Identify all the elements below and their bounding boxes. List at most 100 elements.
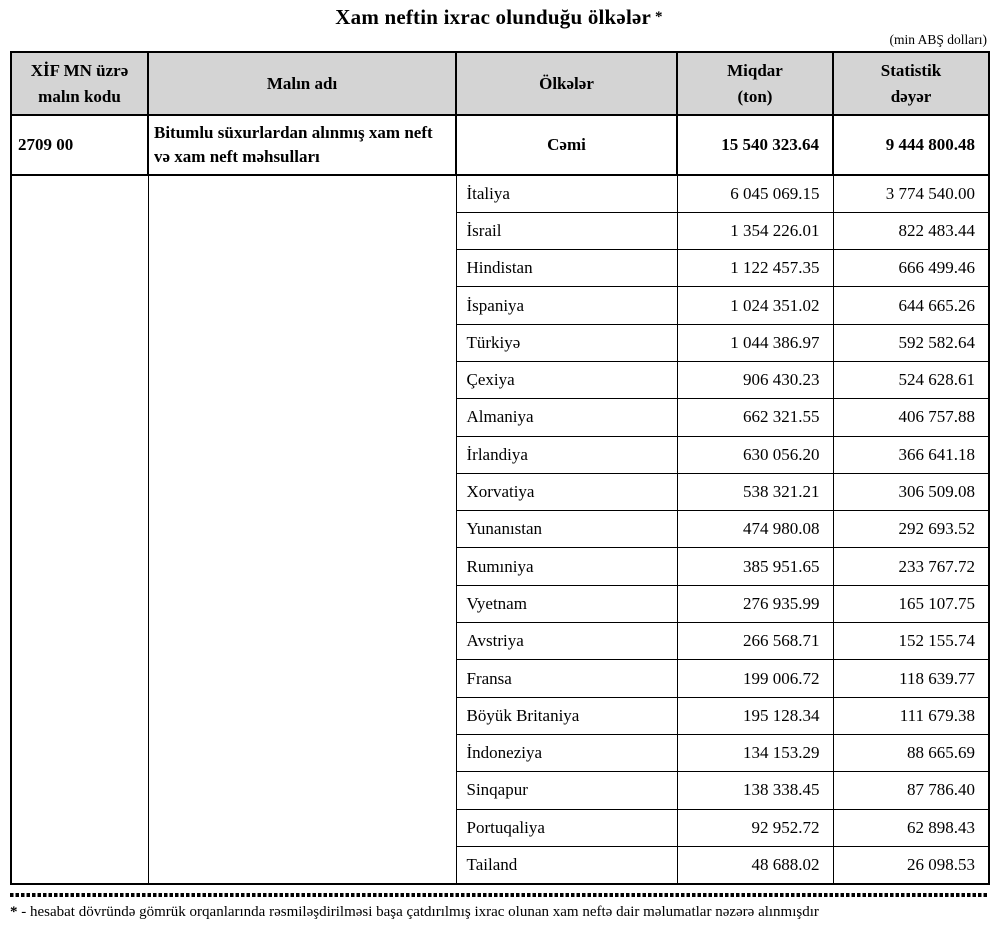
country-rows: İtaliya 6 045 069.15 3 774 540.00 İsrail 1 3…: [10, 174, 990, 885]
page-title: Xam neftin ixrac olunduğu ölkələr *: [10, 5, 988, 30]
country-cell: İtaliya: [455, 174, 678, 213]
value-cell: 152 155.74: [832, 622, 990, 661]
column-header-code-line1: XİF MN üzrə: [30, 61, 129, 80]
table-row: Vyetnam 276 935.99 165 107.75: [11, 584, 990, 624]
country-cell: Sinqapur: [455, 771, 678, 810]
country-cell: Böyük Britaniya: [455, 696, 678, 735]
country-cell: İndoneziya: [455, 733, 678, 773]
product-code-cell: 2709 00: [10, 114, 149, 176]
value-cell: 88 665.69: [832, 733, 990, 773]
footnote: * - hesabat dövründə gömrük orqanlarında…: [10, 904, 988, 921]
quantity-cell: 1 354 226.01: [676, 211, 834, 251]
country-cell: Rumıniya: [455, 547, 678, 586]
quantity-cell: 906 430.23: [676, 360, 834, 400]
country-cell: Hindistan: [455, 249, 678, 288]
table-row: Tailand 48 688.02 26 098.53: [11, 845, 990, 885]
quantity-cell: 138 338.45: [676, 771, 834, 810]
value-cell: 62 898.43: [832, 808, 990, 847]
column-header-quantity-line1: Miqdar: [727, 61, 783, 80]
column-header-countries: Ölkələr: [455, 51, 678, 116]
empty-product-cell: [147, 174, 457, 885]
country-cell: Xorvatiya: [455, 472, 678, 512]
table-row: Sinqapur 138 338.45 87 786.40: [11, 771, 990, 810]
value-cell: 644 665.26: [832, 286, 990, 325]
value-cell: 111 679.38: [832, 696, 990, 735]
total-section: 2709 00 Bitumlu süxurlardan alınmış xam …: [10, 114, 990, 176]
value-cell: 592 582.64: [832, 323, 990, 362]
quantity-cell: 92 952.72: [676, 808, 834, 847]
quantity-cell: 199 006.72: [676, 659, 834, 698]
footnote-marker: *: [10, 903, 18, 920]
total-quantity-cell: 15 540 323.64: [676, 114, 834, 176]
country-cell: Türkiyə: [455, 323, 678, 362]
quantity-cell: 474 980.08: [676, 510, 834, 549]
country-cell: Yunanıstan: [455, 510, 678, 549]
table-row: Xorvatiya 538 321.21 306 509.08: [11, 472, 990, 512]
column-header-value-line1: Statistik: [880, 61, 942, 80]
value-cell: 406 757.88: [832, 398, 990, 437]
country-cell: Vyetnam: [455, 584, 678, 624]
column-header-code-line2: malın kodu: [38, 86, 121, 106]
total-label-cell: Cəmi: [455, 114, 678, 176]
quantity-cell: 385 951.65: [676, 547, 834, 586]
quantity-cell: 276 935.99: [676, 584, 834, 624]
country-cell: Almaniya: [455, 398, 678, 437]
total-row: 2709 00 Bitumlu süxurlardan alınmış xam …: [10, 114, 990, 176]
column-header-value: Statistik dəyər: [832, 51, 990, 116]
column-header-product-name: Malın adı: [147, 51, 457, 116]
country-cell: Tailand: [455, 845, 678, 885]
column-header-quantity: Miqdar (ton): [676, 51, 834, 116]
country-cell: İrlandiya: [455, 435, 678, 474]
quantity-cell: 6 045 069.15: [676, 174, 834, 213]
table-header: XİF MN üzrə malın kodu Malın adı Ölkələr…: [10, 51, 990, 116]
table-row: Rumıniya 385 951.65 233 767.72: [11, 547, 990, 586]
value-cell: 524 628.61: [832, 360, 990, 400]
value-cell: 666 499.46: [832, 249, 990, 288]
page-title-text: Xam neftin ixrac olunduğu ölkələr: [335, 5, 652, 29]
dashed-separator: [10, 892, 988, 897]
quantity-cell: 538 321.21: [676, 472, 834, 512]
table-row: Hindistan 1 122 457.35 666 499.46: [11, 249, 990, 288]
table-row: İndoneziya 134 153.29 88 665.69: [11, 733, 990, 773]
table-row: Türkiyə 1 044 386.97 592 582.64: [11, 323, 990, 362]
quantity-cell: 134 153.29: [676, 733, 834, 773]
column-header-quantity-line2: (ton): [737, 86, 773, 106]
quantity-cell: 266 568.71: [676, 622, 834, 661]
quantity-cell: 1 024 351.02: [676, 286, 834, 325]
value-cell: 87 786.40: [832, 771, 990, 810]
quantity-cell: 48 688.02: [676, 845, 834, 885]
empty-code-cell: [10, 174, 149, 885]
table-row: Yunanıstan 474 980.08 292 693.52: [11, 510, 990, 549]
table-row: İspaniya 1 024 351.02 644 665.26: [11, 286, 990, 325]
table-row: Çexiya 906 430.23 524 628.61: [11, 360, 990, 400]
unit-note: (min ABŞ dolları): [889, 32, 988, 47]
value-cell: 233 767.72: [832, 547, 990, 586]
header-row: XİF MN üzrə malın kodu Malın adı Ölkələr…: [10, 51, 990, 116]
table-row: İsrail 1 354 226.01 822 483.44: [11, 211, 990, 251]
country-cell: Çexiya: [455, 360, 678, 400]
quantity-cell: 630 056.20: [676, 435, 834, 474]
table-row: Almaniya 662 321.55 406 757.88: [11, 398, 990, 437]
table-row: İtaliya 6 045 069.15 3 774 540.00: [10, 174, 990, 885]
value-cell: 165 107.75: [832, 584, 990, 624]
quantity-cell: 662 321.55: [676, 398, 834, 437]
country-cell: Fransa: [455, 659, 678, 698]
quantity-cell: 1 122 457.35: [676, 249, 834, 288]
quantity-cell: 195 128.34: [676, 696, 834, 735]
value-cell: 292 693.52: [832, 510, 990, 549]
table-row: İrlandiya 630 056.20 366 641.18: [11, 435, 990, 474]
country-cell: İsrail: [455, 211, 678, 251]
value-cell: 26 098.53: [832, 845, 990, 885]
title-footnote-marker: *: [655, 9, 663, 25]
product-name-cell: Bitumlu süxurlardan alınmış xam neft və …: [147, 114, 457, 176]
exports-table: XİF MN üzrə malın kodu Malın adı Ölkələr…: [10, 51, 990, 885]
footnote-text: - hesabat dövründə gömrük orqanlarında r…: [21, 903, 819, 920]
value-cell: 3 774 540.00: [832, 174, 990, 213]
value-cell: 306 509.08: [832, 472, 990, 512]
value-cell: 366 641.18: [832, 435, 990, 474]
column-header-code: XİF MN üzrə malın kodu: [10, 51, 149, 116]
column-header-value-line2: dəyər: [890, 86, 932, 106]
country-cell: İspaniya: [455, 286, 678, 325]
country-cell: Portuqaliya: [455, 808, 678, 847]
